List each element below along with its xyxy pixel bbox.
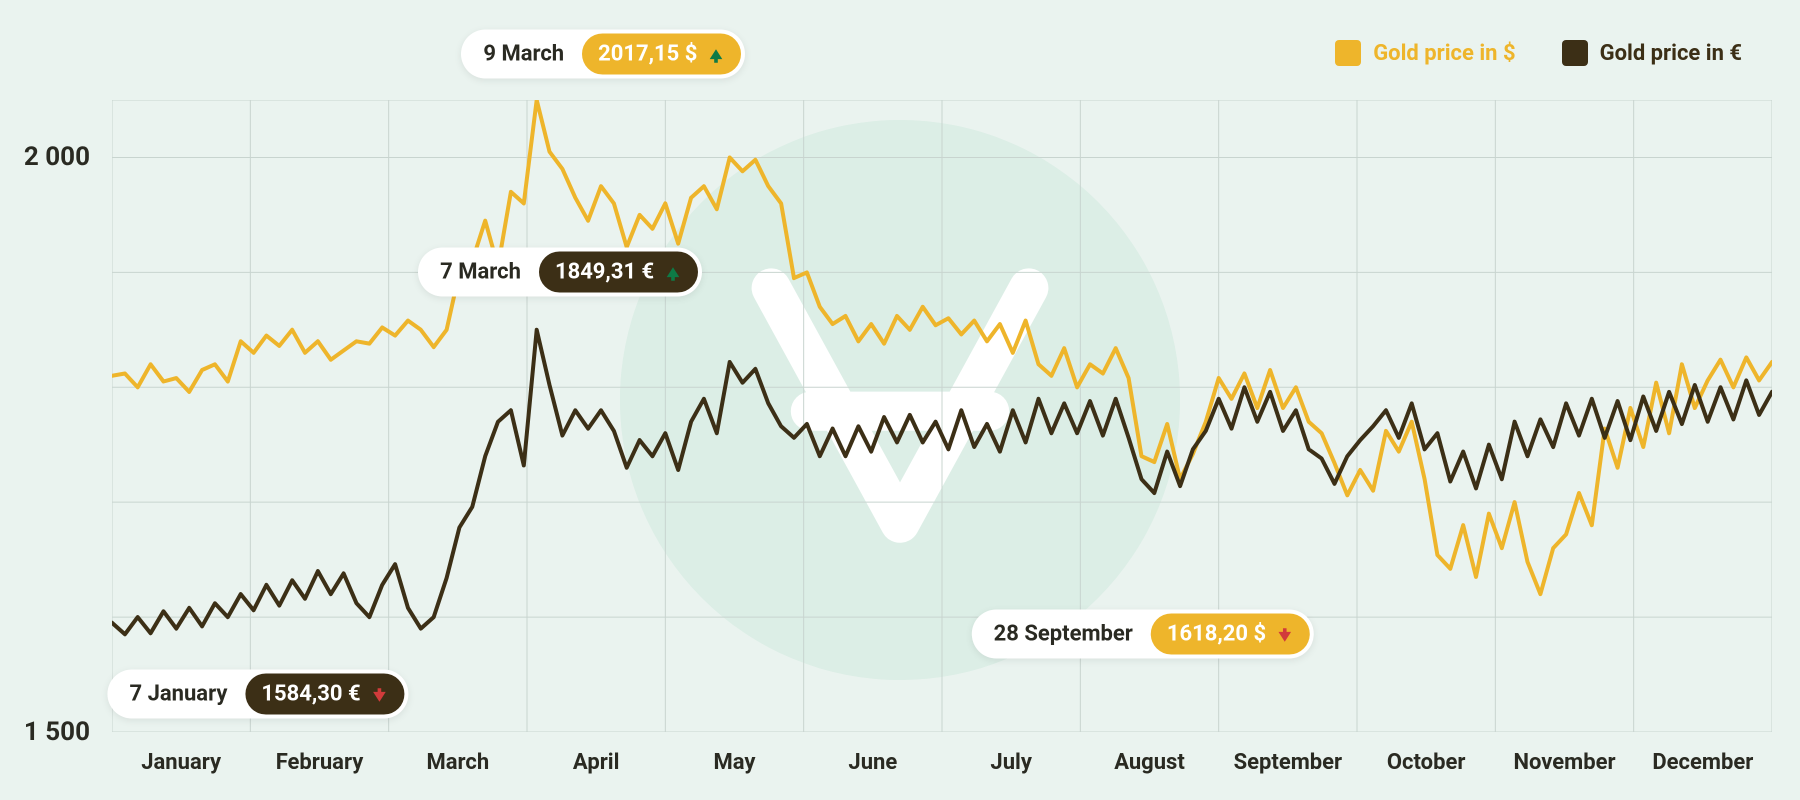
x-tick-label: September: [1234, 750, 1343, 775]
arrow-down-icon: [371, 685, 389, 703]
callout-date: 9 March: [483, 42, 582, 67]
x-tick-label: July: [990, 750, 1032, 775]
plot-area: [112, 100, 1772, 732]
callout-value-pill: 2017,15 $: [582, 34, 741, 75]
arrow-up-icon: [664, 263, 682, 281]
callout-date: 7 March: [440, 260, 539, 285]
arrow-down-icon: [1276, 625, 1294, 643]
callout-usd-low: 28 September 1618,20 $: [972, 610, 1314, 659]
callout-eur-low: 7 January 1584,30 €: [108, 670, 409, 719]
legend-swatch-usd: [1335, 40, 1361, 66]
x-axis: January February March April May June July Augu…: [0, 732, 1800, 800]
callout-date: 28 September: [994, 622, 1151, 647]
x-tick-label: August: [1114, 750, 1185, 775]
arrow-up-icon: [707, 45, 725, 63]
gold-price-chart: Gold price in $ Gold price in € 1 5002 0…: [0, 0, 1800, 800]
x-tick-label: October: [1387, 750, 1466, 775]
x-tick-label: November: [1513, 750, 1615, 775]
legend: Gold price in $ Gold price in €: [1335, 40, 1742, 66]
callout-value: 1584,30 €: [261, 682, 360, 707]
series-svg: [112, 100, 1772, 732]
legend-label-usd: Gold price in $: [1373, 41, 1515, 66]
callout-value: 1849,31 €: [555, 260, 654, 285]
x-tick-label: February: [276, 750, 364, 775]
x-tick-label: January: [141, 750, 221, 775]
x-tick-label: April: [573, 750, 620, 775]
callout-eur-high: 7 March 1849,31 €: [418, 248, 702, 297]
callout-value-pill: 1584,30 €: [245, 674, 404, 715]
legend-label-eur: Gold price in €: [1600, 41, 1742, 66]
legend-swatch-eur: [1562, 40, 1588, 66]
legend-item-eur: Gold price in €: [1562, 40, 1742, 66]
callout-value: 2017,15 $: [598, 42, 697, 67]
x-tick-label: June: [848, 750, 897, 775]
callout-value: 1618,20 $: [1167, 622, 1266, 647]
y-axis: 1 5002 000: [0, 0, 112, 800]
callout-value-pill: 1618,20 $: [1151, 614, 1310, 655]
callout-usd-high: 9 March 2017,15 $: [461, 30, 745, 79]
x-tick-label: May: [714, 750, 756, 775]
y-tick-label: 2 000: [24, 142, 90, 172]
x-tick-label: December: [1652, 750, 1753, 775]
callout-date: 7 January: [130, 682, 246, 707]
x-tick-label: March: [426, 750, 489, 775]
legend-item-usd: Gold price in $: [1335, 40, 1515, 66]
callout-value-pill: 1849,31 €: [539, 252, 698, 293]
